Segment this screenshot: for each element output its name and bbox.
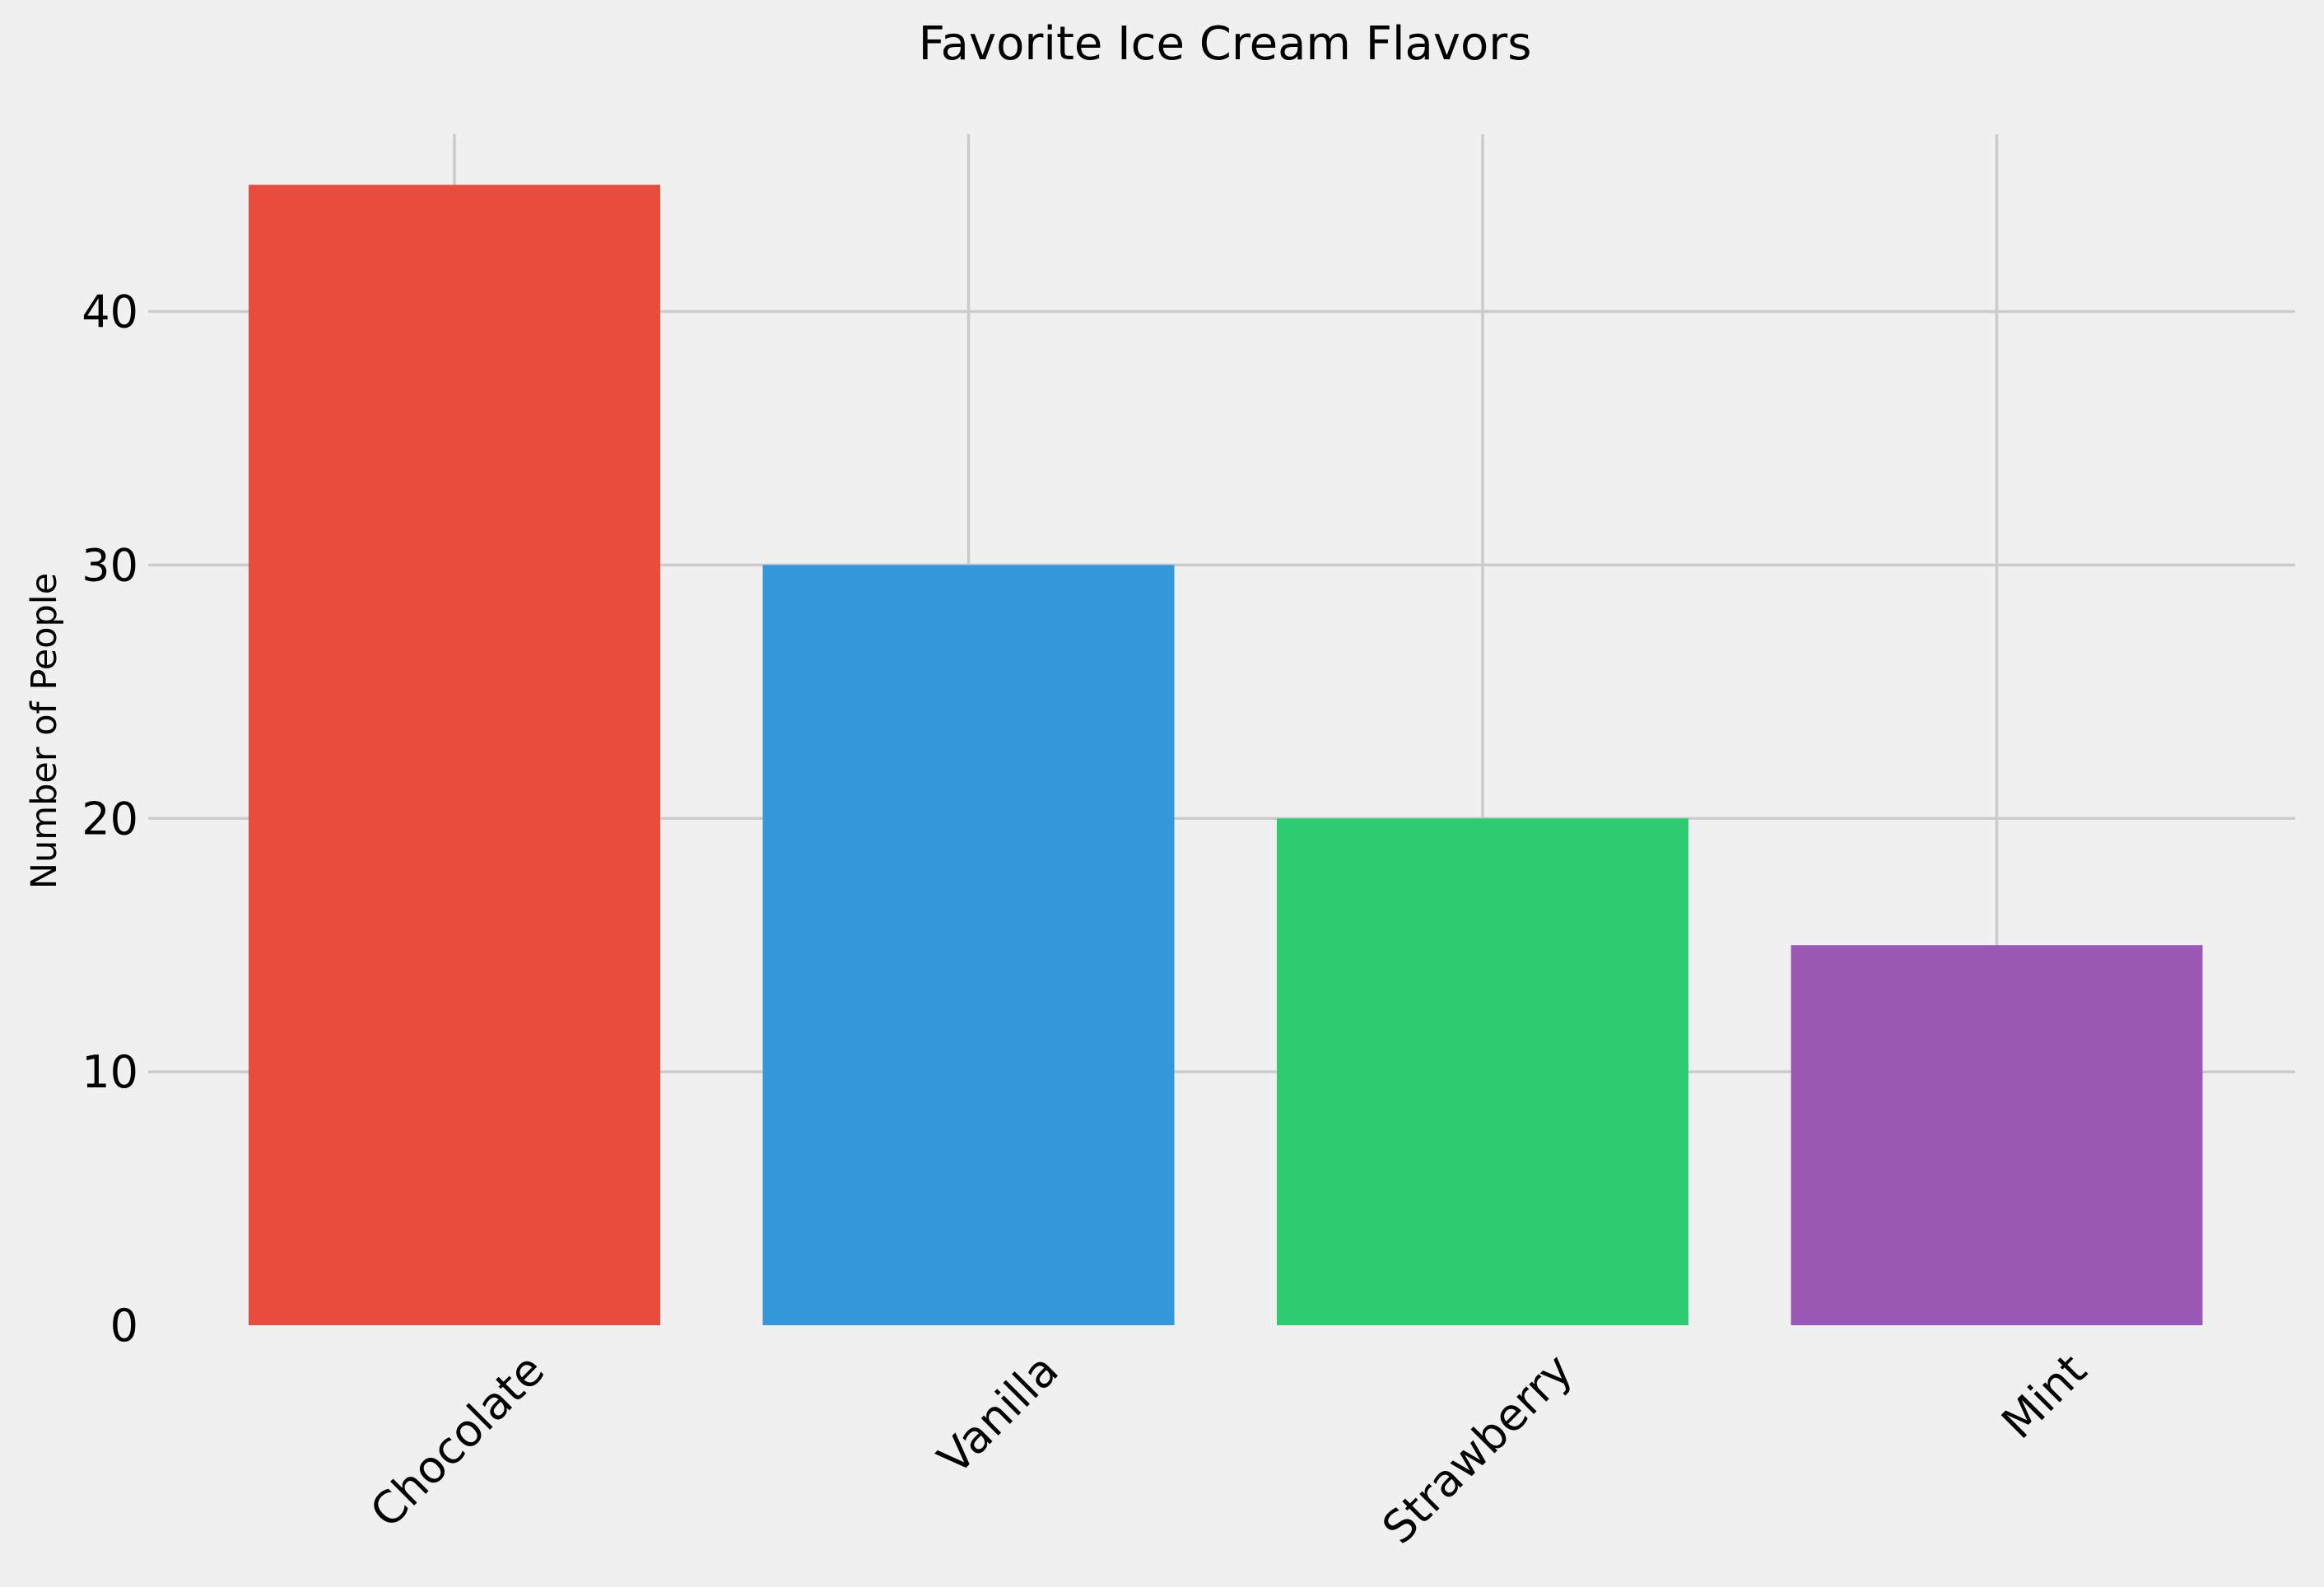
chart-title: Favorite Ice Cream Flavors bbox=[919, 17, 1532, 71]
bars bbox=[249, 184, 2203, 1325]
bar-vanilla bbox=[762, 565, 1175, 1325]
bar-strawberry bbox=[1277, 818, 1688, 1325]
bar-mint bbox=[1791, 945, 2203, 1325]
y-tick-label-40: 40 bbox=[82, 286, 138, 338]
y-tick-label-20: 20 bbox=[82, 793, 138, 845]
y-axis-tick-labels: 0 10 20 30 40 bbox=[82, 286, 138, 1352]
y-tick-label-30: 30 bbox=[82, 539, 138, 591]
y-axis-label: Number of People bbox=[24, 573, 65, 889]
y-tick-label-10: 10 bbox=[82, 1046, 138, 1098]
y-tick-label-0: 0 bbox=[110, 1300, 138, 1352]
bar-chocolate bbox=[249, 184, 660, 1325]
